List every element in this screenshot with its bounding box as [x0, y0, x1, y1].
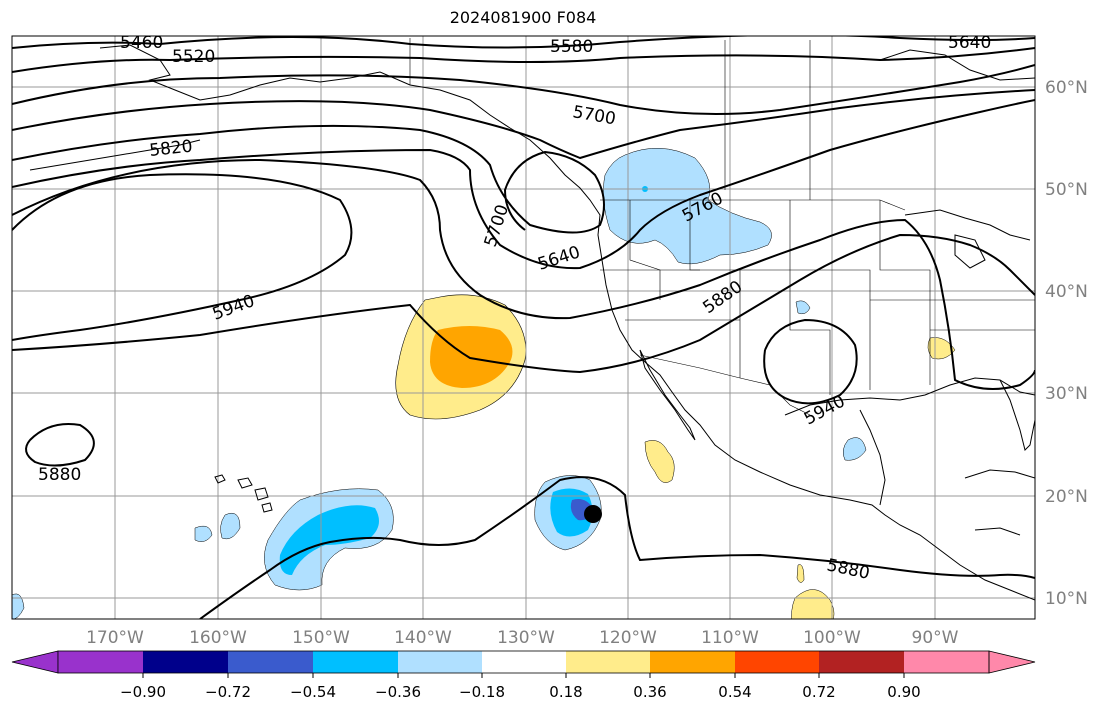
colorbar: −0.90 −0.72 −0.54 −0.36 −0.18 0.18 0.36 …: [11, 650, 1036, 701]
colorbar-tick: 0.54: [718, 683, 751, 701]
colorbar-tick: 0.18: [549, 683, 582, 701]
colorbar-tick: −0.18: [459, 683, 505, 701]
contour-label: 5460: [120, 33, 163, 53]
colorbar-extend-low: [11, 650, 59, 674]
colorbar-tick: −0.54: [290, 683, 336, 701]
colorbar-tick: 0.72: [802, 683, 835, 701]
lon-label: 130°W: [497, 628, 555, 648]
colorbar-tick: −0.72: [205, 683, 251, 701]
colorbar-tick: 0.90: [887, 683, 920, 701]
contour-label: 5820: [148, 137, 193, 161]
colorbar-tick: −0.90: [120, 683, 166, 701]
contour-label: 5640: [948, 33, 991, 53]
lat-label: 60°N: [1045, 78, 1088, 98]
lon-label: 160°W: [189, 628, 247, 648]
lon-label: 170°W: [86, 628, 144, 648]
map-title: 2024081900 F084: [449, 8, 597, 27]
lat-label: 40°N: [1045, 282, 1088, 302]
lon-label: 140°W: [394, 628, 452, 648]
lon-label: 100°W: [803, 628, 861, 648]
contour-label: 5880: [38, 465, 81, 485]
lon-label: 150°W: [292, 628, 350, 648]
lon-label: 110°W: [701, 628, 759, 648]
lat-label: 10°N: [1045, 589, 1088, 609]
colorbar-extend-high: [988, 650, 1036, 674]
positive-anomaly-core: [430, 326, 513, 388]
political-borders: [409, 38, 1035, 416]
storm-center-marker: [584, 505, 602, 523]
contour-label: 5520: [172, 47, 215, 67]
map-frame: [11, 35, 1036, 620]
contour-label: 5580: [550, 37, 593, 57]
colorbar-tick: 0.36: [633, 683, 666, 701]
lon-label: 90°W: [912, 628, 959, 648]
lon-label: 120°W: [599, 628, 657, 648]
longitude-labels: 170°W 160°W 150°W 140°W 130°W 120°W 110°…: [86, 628, 959, 648]
lat-label: 30°N: [1045, 384, 1088, 404]
lat-label: 20°N: [1045, 487, 1088, 507]
coastlines: [29, 44, 1035, 601]
map-area: 5460 5520 5580 5640 5700 5760 5820 5880 …: [12, 33, 1035, 619]
lat-label: 50°N: [1045, 180, 1088, 200]
colorbar-tick-labels: −0.90 −0.72 −0.54 −0.36 −0.18 0.18 0.36 …: [120, 683, 921, 701]
latitude-labels: 60°N 50°N 40°N 30°N 20°N 10°N: [1045, 78, 1088, 609]
colorbar-tick: −0.36: [375, 683, 421, 701]
height-contours: [12, 36, 1035, 619]
